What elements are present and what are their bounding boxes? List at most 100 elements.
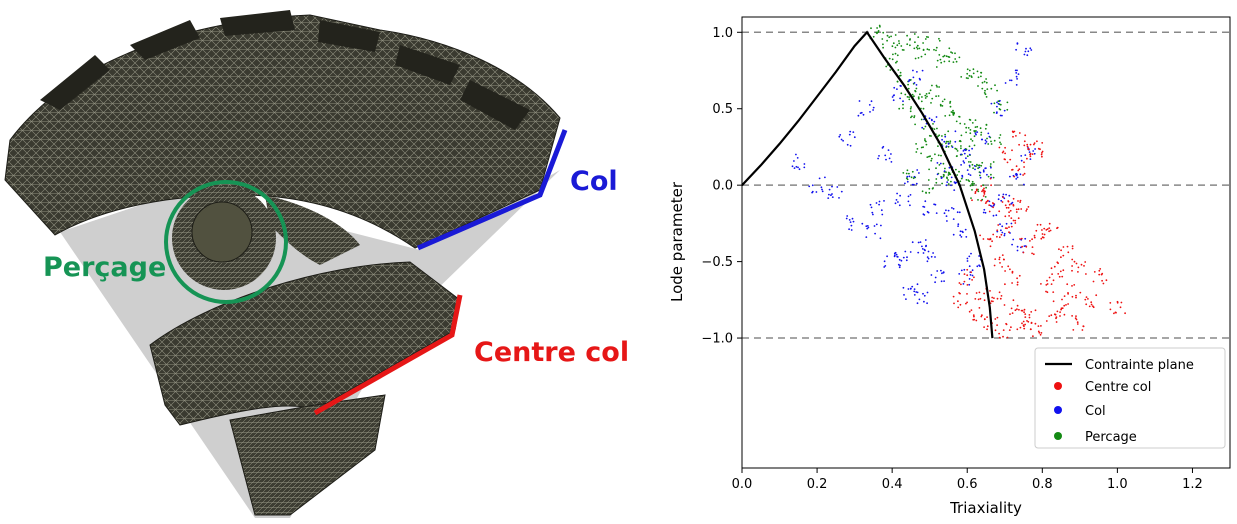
scatter-point [1009,268,1011,271]
scatter-point [885,158,887,161]
scatter-point [982,211,985,214]
scatter-point [1006,161,1009,164]
scatter-point [878,155,880,157]
scatter-point [831,185,833,188]
scatter-point [924,239,927,241]
scatter-point [892,94,895,97]
scatter-point [996,297,999,300]
scatter-point [795,153,797,156]
scatter-point [1029,143,1032,146]
scatter-point [909,44,911,47]
scatter-point [907,83,909,86]
scatter-point [1041,229,1043,231]
scatter-point [975,133,977,136]
scatter-point [1006,108,1009,111]
scatter-point [986,325,989,328]
scatter-point [1039,223,1042,226]
plot-frame [741,16,1231,469]
scatter-point [1034,148,1036,150]
scatter-point [839,134,842,136]
scatter-point [949,102,951,104]
scatter-point [959,122,962,125]
scatter-point [959,292,961,295]
scatter-point [1063,313,1066,316]
scatter-point [968,161,970,163]
scatter-point [917,96,920,99]
scatter-point [940,280,943,283]
scatter-point [968,180,971,183]
scatter-point [1098,273,1101,276]
scatter-point [893,255,896,258]
scatter-point [934,256,936,258]
scatter-point [975,188,978,191]
scatter-point [940,269,942,272]
scatter-point [952,207,955,210]
scatter-point [896,80,899,83]
scatter-point [981,138,984,141]
scatter-point [905,298,907,300]
scatter-point [924,53,927,56]
scatter-point [986,88,989,90]
scatter-point [985,167,987,170]
scatter-point [984,142,987,145]
scatter-point [992,202,995,205]
label-percage: Perçage [43,252,166,283]
scatter-point [1041,236,1044,239]
scatter-point [1004,152,1006,155]
scatter-point [948,114,951,117]
x-tick-label: 0.8 [1032,477,1053,492]
scatter-point [966,293,968,295]
scatter-point [960,145,962,147]
scatter-point [960,269,963,272]
scatter-point [976,265,979,268]
scatter-point [954,140,957,143]
scatter-point [1071,247,1074,250]
scatter-point [1002,150,1005,153]
scatter-point [948,60,951,63]
scatter-point [1075,296,1077,299]
scatter-point [1031,153,1034,156]
mesh-middle-piece [265,195,360,265]
scatter-point [916,48,919,50]
scatter-point [1109,302,1112,304]
scatter-point [891,96,894,98]
scatter-point [942,55,945,58]
scatter-point [902,107,904,110]
scatter-point [1003,197,1006,200]
scatter-point [1053,265,1056,268]
scatter-point [922,107,925,110]
scatter-point [893,86,896,89]
scatter-point [952,218,955,221]
scatter-point [1016,308,1018,311]
scatter-point [895,253,898,256]
scatter-point [879,25,881,28]
scatter-point [997,224,1000,226]
scatter-point [1041,142,1044,144]
scatter-point [931,84,933,87]
scatter-point [937,154,940,157]
scatter-point [870,100,873,103]
scatter-point [1074,317,1077,320]
scatter-point [936,162,939,164]
scatter-point [1010,326,1012,329]
scatter-point [986,316,988,318]
hole-inner [191,201,253,263]
y-tick-label: 1.0 [712,26,733,41]
scatter-point [960,236,963,238]
scatter-point [894,46,897,49]
scatter-point [1011,149,1013,152]
scatter-point [1035,229,1038,232]
scatter-point [985,201,988,203]
scatter-point [793,160,795,162]
scatter-point [948,47,951,50]
scatter-point [1036,223,1039,226]
scatter-point [1022,251,1025,254]
scatter-point [1046,291,1049,294]
scatter-point [907,87,910,90]
scatter-point [798,168,801,171]
scatter-point [974,132,977,135]
scatter-point [966,257,969,260]
scatter-point [912,69,914,72]
scatter-point [1039,333,1042,336]
scatter-point [1085,303,1088,306]
